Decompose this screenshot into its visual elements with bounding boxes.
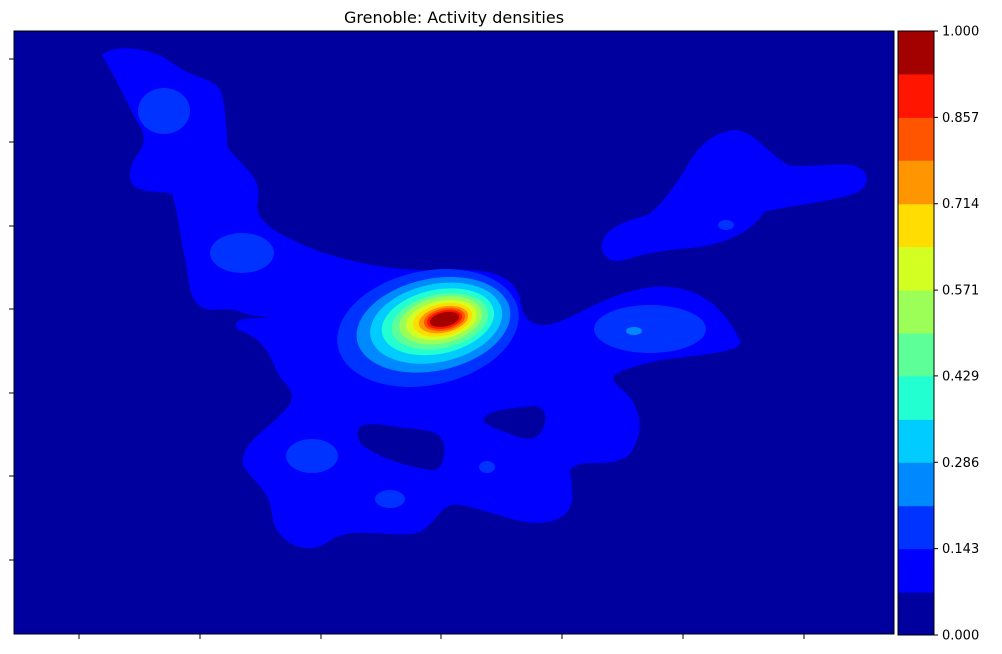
- colorbar-tick-label: 0.714: [942, 197, 979, 212]
- plot-area: [14, 31, 894, 634]
- density-island-south: [375, 490, 405, 508]
- x-axis: [78, 634, 805, 639]
- colorbar-segment: [898, 290, 934, 334]
- y-axis: [9, 58, 14, 561]
- colorbar-segment: [898, 31, 934, 75]
- density-gap-2: [483, 406, 546, 439]
- colorbar-segment: [898, 419, 934, 463]
- colorbar-tick-label: 0.286: [942, 456, 979, 471]
- colorbar-tick-label: 0.571: [942, 284, 979, 299]
- colorbar-tick-label: 0.429: [942, 369, 979, 384]
- colorbar-tick-label: 0.000: [942, 629, 979, 644]
- colorbar-segment: [898, 375, 934, 420]
- hotspot-peak: [429, 311, 460, 327]
- colorbar-segment: [898, 203, 934, 248]
- colorbar-segment: [898, 246, 934, 291]
- density-island-northwest: [138, 88, 190, 134]
- colorbar-tick-label: 0.857: [942, 111, 979, 126]
- colorbar-segment: [898, 462, 934, 507]
- colorbar-segment: [898, 73, 934, 118]
- density-island-small-south: [479, 461, 495, 473]
- colorbar-tick-label: 0.143: [942, 542, 979, 557]
- density-region-northeast: [601, 130, 867, 262]
- colorbar: 0.000 0.143 0.286 0.429 0.571 0.714 0.857 1.000: [897, 25, 979, 644]
- colorbar-segment: [898, 505, 934, 550]
- chart-title: Grenoble: Activity densities: [344, 8, 564, 27]
- colorbar-segment: [898, 117, 934, 161]
- density-island-southwest: [286, 439, 338, 473]
- colorbar-segment: [898, 160, 934, 205]
- density-gap-1: [357, 424, 445, 471]
- colorbar-segment: [898, 333, 934, 377]
- density-island-small-northeast: [718, 220, 734, 230]
- density-island-west: [210, 233, 274, 273]
- density-hotspot: [337, 269, 519, 387]
- colorbar-segment: [898, 548, 934, 593]
- colorbar-frame: [897, 30, 935, 636]
- plot-frame: [13, 30, 895, 635]
- density-island-east: [594, 305, 706, 353]
- colorbar-segment: [898, 592, 934, 636]
- colorbar-tick-label: 1.000: [942, 25, 979, 40]
- density-island-small-east: [626, 327, 642, 335]
